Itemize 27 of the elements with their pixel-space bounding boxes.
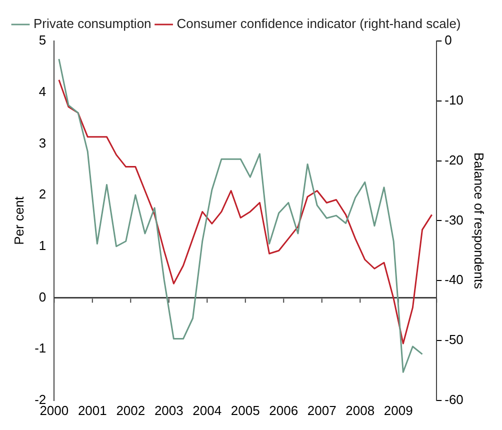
y2-tick-label: -60 bbox=[444, 392, 464, 407]
y-tick-label: 4 bbox=[38, 84, 46, 99]
x-tick-label: 2007 bbox=[307, 402, 336, 418]
y-tick-label: 3 bbox=[38, 135, 46, 150]
x-tick-label: 2006 bbox=[269, 402, 298, 418]
x-tick-label: 2008 bbox=[346, 402, 375, 418]
y-tick-label: -1 bbox=[34, 340, 46, 356]
y2-tick-label: 0 bbox=[444, 32, 452, 48]
y2-tick-label: -20 bbox=[444, 152, 464, 168]
y2-axis-title: Balance of respondents bbox=[472, 152, 487, 290]
x-tick-label: 2009 bbox=[384, 402, 413, 418]
y-axis-title: Per cent bbox=[11, 196, 26, 245]
x-tick-label: 2004 bbox=[192, 402, 222, 418]
x-tick-label: 2005 bbox=[230, 402, 260, 418]
y2-tick-label: -40 bbox=[444, 272, 464, 288]
y-tick-label: 1 bbox=[38, 238, 46, 253]
y-tick-label: 0 bbox=[38, 289, 46, 304]
y2-tick-label: -30 bbox=[444, 212, 464, 228]
y-tick-label: 5 bbox=[38, 32, 46, 48]
x-tick-label: 2002 bbox=[116, 402, 146, 418]
legend-label: Private consumption bbox=[34, 16, 152, 32]
x-tick-label: 2003 bbox=[154, 402, 184, 418]
legend-label: Consumer confidence indicator (right-hand scale) bbox=[176, 16, 461, 32]
y-tick-label: 2 bbox=[38, 186, 46, 202]
x-tick-label: 2001 bbox=[78, 402, 107, 418]
y2-tick-label: -10 bbox=[444, 92, 464, 108]
y2-tick-label: -50 bbox=[444, 332, 464, 348]
